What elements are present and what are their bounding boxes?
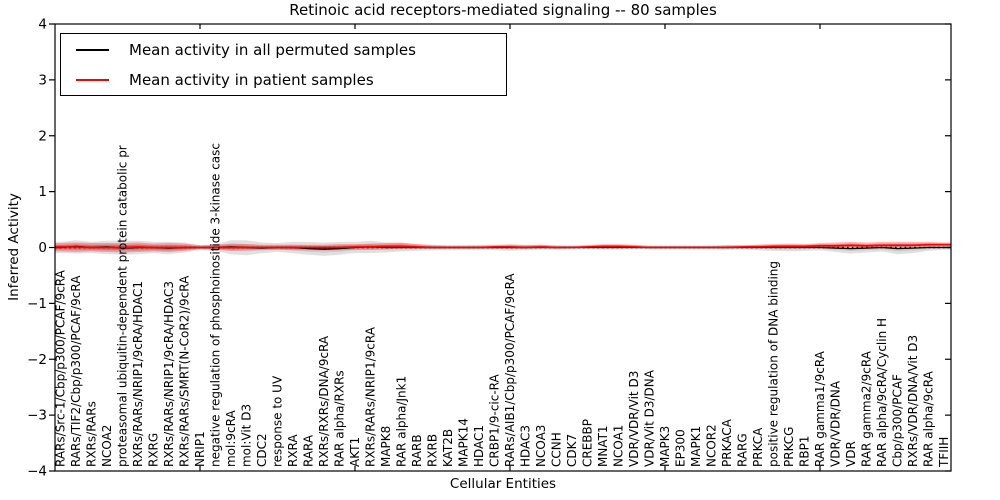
x-tick-label: RAR gamma2/9cRA xyxy=(859,350,873,467)
x-tick-label: EP300 xyxy=(673,429,687,467)
x-tick-label: TFIIH xyxy=(937,437,951,468)
legend: Mean activity in all permuted samples Me… xyxy=(60,33,507,96)
x-tick-label: PRKCG xyxy=(782,427,796,467)
patient-mean-line xyxy=(55,243,951,249)
x-tick-label: RARG xyxy=(735,433,749,467)
legend-label-permuted: Mean activity in all permuted samples xyxy=(129,40,416,59)
x-tick-label: VDR/VDR/Vit D3 xyxy=(627,371,641,467)
y-axis-label: Inferred Activity xyxy=(6,193,22,301)
x-tick-label: RXRB xyxy=(425,434,439,467)
x-tick-label: RXRs/RARs/NRIP1/9cRA/HDAC1 xyxy=(131,281,145,467)
x-axis-label: Cellular Entities xyxy=(449,476,557,492)
x-tick-label: RAR alpha/9cRA xyxy=(921,370,935,467)
y-tick-label: 0 xyxy=(38,240,47,256)
x-tick-label: RARs/TIF2/Cbp/p300/PCAF/9cRA xyxy=(69,275,83,467)
x-tick-label: PRKCA xyxy=(751,427,765,467)
x-tick-label: MAPK8 xyxy=(379,426,393,467)
legend-item-patient: Mean activity in patient samples xyxy=(61,65,506,95)
x-tick-label: VDR/VDR/DNA xyxy=(828,380,842,467)
y-tick-label: 2 xyxy=(38,128,47,144)
x-tick-label: RAR alpha/RXRs xyxy=(332,370,346,467)
x-tick-label: negative regulation of phosphoinositide … xyxy=(208,143,222,467)
x-tick-label: response to UV xyxy=(270,375,284,467)
x-tick-label: RXRs/RARs/NRIP1/9cRA/HDAC3 xyxy=(162,281,176,467)
x-tick-label: NCOA2 xyxy=(100,425,114,467)
x-tick-label: proteasomal ubiquitin-dependent protein … xyxy=(115,145,129,467)
legend-label-patient: Mean activity in patient samples xyxy=(129,70,374,89)
x-tick-label: RXRs/RARs/NRIP1/9cRA xyxy=(363,326,377,467)
x-tick-label: HDAC1 xyxy=(472,425,486,467)
x-tick-label: RARs/AIB1/Cbp/p300/PCAF/9cRA xyxy=(503,273,517,467)
x-tick-label: MNAT1 xyxy=(596,425,610,467)
x-tick-label: CRBP1/9-cic-RA xyxy=(487,373,501,467)
y-tick-label: 4 xyxy=(38,17,47,33)
x-tick-label: MAPK1 xyxy=(689,426,703,467)
chart-title: Retinoic acid receptors-mediated signali… xyxy=(289,1,717,19)
x-tick-label: RAR alpha/9cRA/Cyclin H xyxy=(875,318,889,467)
x-tick-label: CCNH xyxy=(549,432,563,467)
x-tick-label: AKT1 xyxy=(348,437,362,467)
x-tick-label: Cbp/p300/PCAF xyxy=(890,374,904,467)
x-tick-label: MAPK3 xyxy=(658,426,672,467)
x-tick-label: mol:Vit D3 xyxy=(239,404,253,467)
x-tick-label: NCOA1 xyxy=(611,425,625,467)
x-tick-label: mol:9cRA xyxy=(224,410,238,467)
legend-item-permuted: Mean activity in all permuted samples xyxy=(61,35,506,65)
x-tick-label: RARs/Src-1/Cbp/p300/PCAF/9cRA xyxy=(53,269,67,467)
x-tick-label: CDC2 xyxy=(255,433,269,467)
x-tick-label: RXRs/RXRs/DNA/9cRA xyxy=(317,335,331,467)
x-tick-label: RXRs/RARs/SMRT(N-CoR2)/9cRA xyxy=(177,275,191,467)
x-tick-label: CDK7 xyxy=(565,434,579,467)
x-tick-label: RAR alpha/Jnk1 xyxy=(394,376,408,467)
x-tick-label: RXRs/RARs xyxy=(84,401,98,467)
x-tick-label: RBP1 xyxy=(797,436,811,467)
x-tick-label: CREBBP xyxy=(580,419,594,467)
x-tick-label: HDAC3 xyxy=(518,425,532,467)
red-line-swatch xyxy=(76,78,109,81)
x-tick-label: KAT2B xyxy=(441,429,455,467)
x-tick-label: VDR/Vit D3/DNA xyxy=(642,369,656,467)
x-tick-label: RAR gamma1/9cRA xyxy=(813,350,827,467)
y-tick-label: −3 xyxy=(27,408,47,424)
x-tick-label: NCOA3 xyxy=(534,425,548,467)
x-tick-label: RARA xyxy=(301,434,315,467)
x-tick-label: NCOR2 xyxy=(704,424,718,467)
x-tick-label: MAPK14 xyxy=(456,418,470,467)
y-tick-label: −4 xyxy=(27,464,47,480)
x-tick-label: VDR xyxy=(844,441,858,467)
y-tick-label: −1 xyxy=(27,296,47,312)
y-tick-label: −2 xyxy=(27,352,47,368)
black-line-swatch xyxy=(76,48,109,51)
x-tick-label: PRKACA xyxy=(720,418,734,467)
y-tick-label: 1 xyxy=(38,184,47,200)
x-tick-label: RXRs/VDR/DNA/Vit D3 xyxy=(906,335,920,467)
x-tick-label: RARB xyxy=(410,434,424,467)
x-tick-label: NRIP1 xyxy=(193,431,207,467)
x-tick-label: RXRA xyxy=(286,434,300,467)
x-tick-label: RXRG xyxy=(146,433,160,467)
x-tick-label: positive regulation of DNA binding xyxy=(766,261,780,467)
y-tick-label: 3 xyxy=(38,72,47,88)
